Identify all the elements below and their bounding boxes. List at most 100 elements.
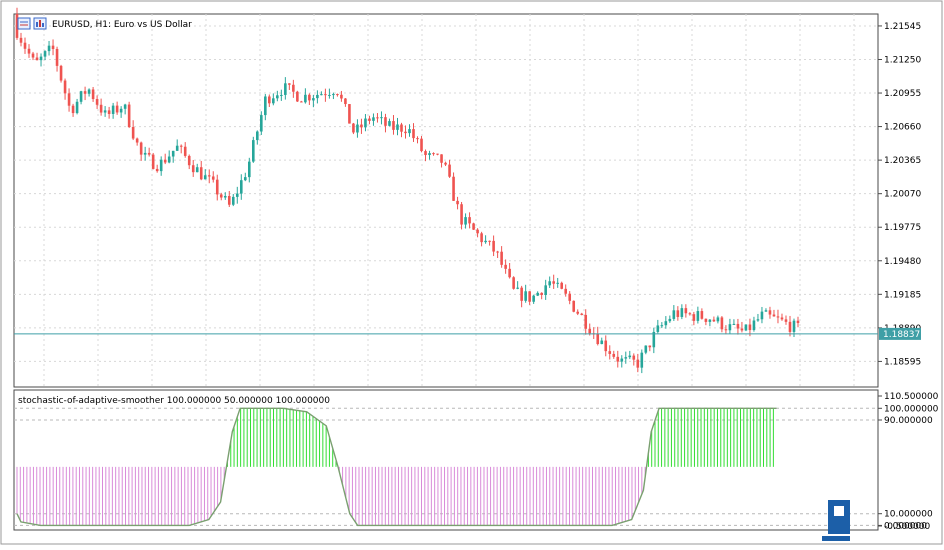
candle: [207, 169, 211, 184]
candle: [748, 318, 752, 337]
candle: [480, 231, 483, 247]
candle: [772, 309, 776, 317]
candle: [75, 98, 79, 115]
indicator-tick-label: 0.000000: [884, 521, 927, 531]
candle: [388, 118, 391, 127]
candle: [700, 308, 704, 320]
candle: [424, 149, 427, 162]
candle: [616, 350, 620, 368]
candle: [284, 77, 287, 100]
candle: [632, 353, 636, 366]
indicator-pane[interactable]: [13, 389, 879, 531]
price-pane[interactable]: [13, 13, 879, 388]
candle: [420, 135, 423, 153]
indicator-title: stochastic-of-adaptive-smoother 100.0000…: [18, 396, 330, 406]
candle: [692, 311, 696, 326]
candle: [448, 159, 451, 178]
candle: [87, 88, 91, 97]
candle: [652, 327, 656, 354]
indicator-tick-label: 90.000000: [884, 416, 933, 426]
candle: [316, 90, 319, 104]
candle: [63, 78, 67, 100]
candle: [568, 291, 572, 305]
candle: [556, 277, 559, 288]
indicator-histogram: [16, 408, 774, 526]
indicator-tick-label: 100.000000: [884, 404, 939, 414]
candle: [296, 90, 299, 103]
price-grid: [14, 14, 878, 387]
candle: [211, 171, 215, 183]
candle: [428, 150, 431, 160]
candle: [264, 94, 267, 121]
indicator-line: [16, 407, 777, 527]
candle: [203, 169, 207, 180]
indicator-tick-label: -0.500000: [884, 522, 930, 532]
candle: [736, 318, 740, 335]
candle: [696, 306, 700, 324]
candle: [628, 350, 632, 360]
candle: [576, 309, 580, 316]
candle: [187, 154, 191, 170]
candle: [107, 106, 111, 119]
candle: [640, 349, 644, 374]
chart-icons[interactable]: [17, 17, 47, 30]
price-tick-label: 1.20955: [884, 89, 921, 99]
price-tick-label: 1.19775: [884, 223, 921, 233]
current-price-label: 1.18837: [883, 330, 920, 340]
candle: [15, 7, 19, 40]
candle: [111, 102, 115, 119]
candle: [328, 88, 331, 99]
candle: [223, 192, 227, 200]
candle: [215, 174, 219, 201]
candle: [408, 124, 411, 137]
candle: [520, 285, 523, 308]
candle: [135, 137, 139, 146]
candle: [720, 316, 724, 333]
candle: [544, 279, 547, 300]
candle: [384, 113, 387, 133]
candle: [39, 53, 43, 67]
candle: [672, 305, 676, 321]
candle: [356, 119, 359, 138]
candle: [732, 319, 736, 326]
candle: [83, 86, 87, 101]
candle: [540, 292, 543, 300]
candle: [784, 315, 788, 325]
candle: [227, 190, 231, 208]
candle: [147, 147, 151, 157]
candle: [396, 117, 399, 136]
candle: [768, 306, 772, 319]
candle: [432, 152, 435, 156]
candle: [336, 93, 339, 97]
candle: [55, 46, 59, 72]
candle: [644, 345, 648, 355]
candle: [708, 319, 712, 327]
candle: [552, 274, 555, 289]
candle: [372, 113, 375, 126]
candle: [620, 355, 624, 368]
candle: [364, 114, 367, 132]
candle: [416, 136, 419, 144]
candle: [199, 160, 203, 181]
candle: [256, 130, 259, 145]
candle: [560, 281, 563, 290]
candle: [572, 300, 576, 313]
candle: [51, 39, 55, 56]
chart-title: EURUSD, H1: Euro vs US Dollar: [52, 20, 192, 30]
candle: [71, 103, 75, 117]
candle: [59, 64, 63, 83]
candle: [235, 186, 239, 204]
candle: [512, 276, 515, 290]
candle: [612, 350, 616, 359]
chart-window-icon[interactable]: [17, 17, 31, 30]
candle: [252, 136, 255, 163]
candle: [292, 79, 295, 98]
candle: [300, 100, 303, 103]
candle: [115, 101, 119, 115]
candle: [488, 240, 491, 246]
candle: [624, 351, 628, 364]
candle: [412, 123, 415, 142]
candle: [320, 91, 323, 96]
candle: [444, 161, 447, 167]
current-price-tag: [879, 327, 921, 340]
